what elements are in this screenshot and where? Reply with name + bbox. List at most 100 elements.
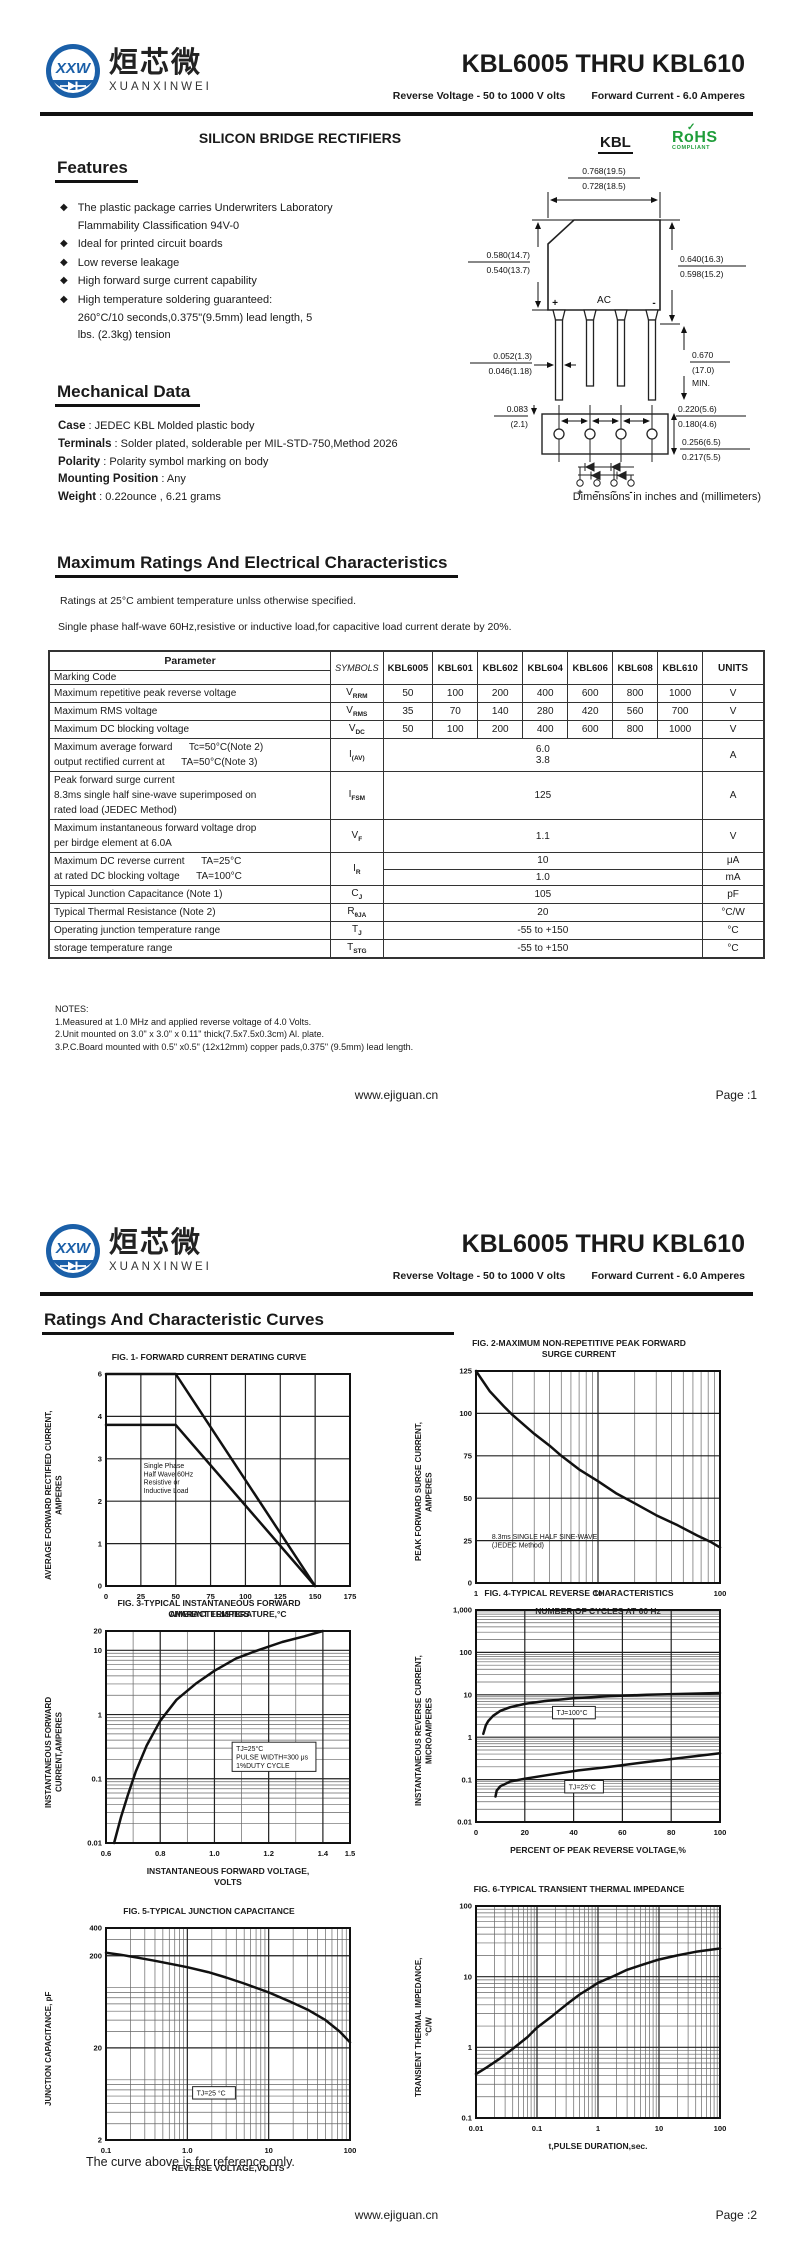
table-cell: I(AV)	[330, 738, 384, 772]
annotation-text: TJ=25 °C	[197, 2089, 226, 2097]
fig-3-instantaneous-forward: FIG. 3-TYPICAL INSTANTANEOUS FORWARD CHAR…	[44, 1598, 374, 1888]
fig-ylabel: AVERAGE FORWARD RECTIFIED CURRENT, AMPERE…	[44, 1410, 64, 1580]
table-cell: A	[702, 738, 765, 772]
table-cell: 20	[382, 903, 704, 922]
table-cell: 420	[567, 702, 614, 721]
mechanical-row: Weight : 0.22ounce , 6.21 grams	[58, 489, 433, 507]
table-cell: Maximum instantaneous forward voltage dr…	[48, 819, 332, 853]
brand-logo: XXW 烜芯微 XUANXINWEI	[44, 42, 212, 100]
rohs-logo: ✓ RoHS COMPLIANT	[672, 123, 793, 152]
y-tick-label: 0.01	[87, 1839, 103, 1848]
feature-item: ◆ The plastic package carries Underwriter…	[58, 200, 408, 235]
table-cell: 700	[657, 702, 704, 721]
table-cell: Typical Thermal Resistance (Note 2)	[48, 903, 332, 922]
notes-title: NOTES:	[55, 1004, 89, 1014]
table-cell: RθJA	[330, 903, 384, 922]
table-cell: 100	[432, 720, 479, 739]
x-tick-label: 1.4	[318, 1849, 329, 1858]
package-leads	[552, 309, 659, 401]
x-tick-label: 0	[104, 1592, 108, 1601]
x-tick-label: 1.0	[182, 2146, 193, 2155]
fig-6-transient-thermal-impedance: FIG. 6-TYPICAL TRANSIENT THERMAL IMPEDAN…	[414, 1884, 744, 2152]
doc-title: KBL6005 THRU KBL610	[461, 50, 745, 78]
table-cell: KBL601	[432, 650, 479, 685]
footer-page: Page :1	[715, 1088, 757, 1102]
rohs-compliant: COMPLIANT	[672, 145, 711, 151]
bridge-schematic	[576, 462, 635, 487]
feature-line: Flammability Classification 94V-0	[77, 219, 240, 232]
y-tick-label: 10	[464, 1691, 472, 1700]
doc-subtitle: Reverse Voltage - 50 to 1000 V olts Forwa…	[393, 90, 745, 102]
x-tick-label: 0.1	[532, 2124, 543, 2133]
table-cell: 1000	[657, 684, 704, 703]
mech-label: Weight	[58, 491, 97, 504]
mech-value: : 0.22ounce , 6.21 grams	[96, 491, 221, 504]
annotation-text: 8.3ms SINGLE HALF SINE-WAVE	[492, 1534, 598, 1541]
page-1: XXW 烜芯微 XUANXINWEI KBL6005 THRU KBL610 R…	[40, 42, 793, 1102]
fig-ylabel: INSTANTANEOUS REVERSE CURRENT, MICROAMPER…	[414, 1655, 434, 1807]
package-name: KBL	[598, 134, 633, 154]
doc-heading: SILICON BRIDGE RECTIFIERS	[198, 130, 402, 146]
ratings-line1: Ratings at 25°C ambient temperature unls…	[60, 595, 357, 607]
mech-value: : JEDEC KBL Molded plastic body	[85, 420, 255, 432]
feature-line: 260°C/10 seconds,0.375"(9.5mm) lead leng…	[77, 311, 313, 324]
annotation-box	[564, 1780, 604, 1794]
annotation-text: TJ=25°C	[569, 1783, 596, 1791]
terminal-ac2: ~	[611, 487, 616, 497]
y-tick-label: 0	[468, 1579, 472, 1588]
table-cell: 50	[382, 720, 434, 739]
y-tick-label: 3	[98, 1455, 102, 1464]
table-row: Peak forward surge current 8.3ms single h…	[48, 771, 765, 820]
y-tick-label: 0.1	[91, 1775, 102, 1784]
y-tick-label: 1	[98, 1710, 103, 1719]
lead-holes	[553, 428, 658, 440]
logo-abbr: XXW	[55, 60, 92, 77]
chart-canvas: 2 20 200 400 0.1 1.0 10 100 TJ=25 °C	[89, 1924, 356, 2155]
table-row: Parameter SYMBOLS KBL6005 KBL601 KBL602 KBL60…	[48, 650, 765, 685]
plot-border	[105, 1927, 351, 2142]
table-cell: 400	[522, 684, 569, 703]
table-cell: -55 to +150	[382, 939, 704, 959]
series-line	[104, 1951, 352, 2044]
table-cell: KBL604	[522, 650, 569, 685]
table-row: 1.0 mA	[49, 868, 765, 886]
dim-lead-length: 0.670	[692, 350, 714, 360]
dim-top-max: 0.768(19.5)	[582, 166, 626, 176]
x-tick-label: 20	[521, 1828, 529, 1837]
bullet-icon: ◆	[60, 275, 68, 287]
series-line	[482, 1691, 722, 1736]
y-tick-label: 200	[89, 1951, 102, 1960]
table-cell: Maximum DC blocking voltage	[48, 720, 332, 739]
x-tick-label: 10	[594, 1589, 602, 1598]
plot-border	[475, 1905, 721, 2120]
table-cell: SYMBOLS	[330, 650, 384, 685]
brand-cn: 烜芯微	[109, 47, 203, 79]
x-tick-label: 1	[596, 2124, 601, 2133]
minor-gridlines	[512, 1371, 715, 1584]
y-tick-label: 125	[459, 1367, 472, 1376]
annotation-text: Half Wave 60Hz	[144, 1471, 194, 1478]
terminal-plus: +	[577, 487, 582, 497]
dim-pitch-min: 0.180(4.6)	[678, 419, 717, 429]
table-cell: mA	[702, 868, 765, 886]
table-cell: VDC	[330, 720, 384, 739]
y-tick-label: 50	[464, 1494, 472, 1503]
table-cell: 600	[567, 684, 614, 703]
x-tick-label: 0.8	[155, 1849, 166, 1858]
polarity-minus: -	[652, 298, 655, 309]
table-row: Operating junction temperature range TJ -5…	[48, 921, 765, 940]
x-tick-label: 100	[714, 1828, 727, 1837]
fig-body: INSTANTANEOUS FORWARD CURRENT,AMPERES 0.01…	[44, 1623, 374, 1863]
table-cell: KBL6005	[382, 650, 434, 685]
x-tick-label: 125	[274, 1592, 287, 1601]
feature-line: High temperature soldering guaranteed:	[77, 293, 273, 306]
table-cell: 50	[382, 684, 434, 703]
table-cell: 800	[612, 684, 659, 703]
fig-body: PEAK FORWARD SURGE CURRENT, AMPERES 0 25 50 7…	[414, 1363, 744, 1603]
table-cell: IFSM	[330, 771, 384, 820]
table-cell: °C	[702, 921, 765, 940]
doc-subtitle-2: Reverse Voltage - 50 to 1000 V olts Forwa…	[392, 1270, 745, 1282]
feature-line: lbs. (2.3kg) tension	[77, 329, 171, 342]
table-row: Maximum repetitive peak reverse voltage V…	[48, 684, 765, 703]
table-cell: Maximum DC reverse current TA=25°C at rat…	[48, 852, 332, 886]
